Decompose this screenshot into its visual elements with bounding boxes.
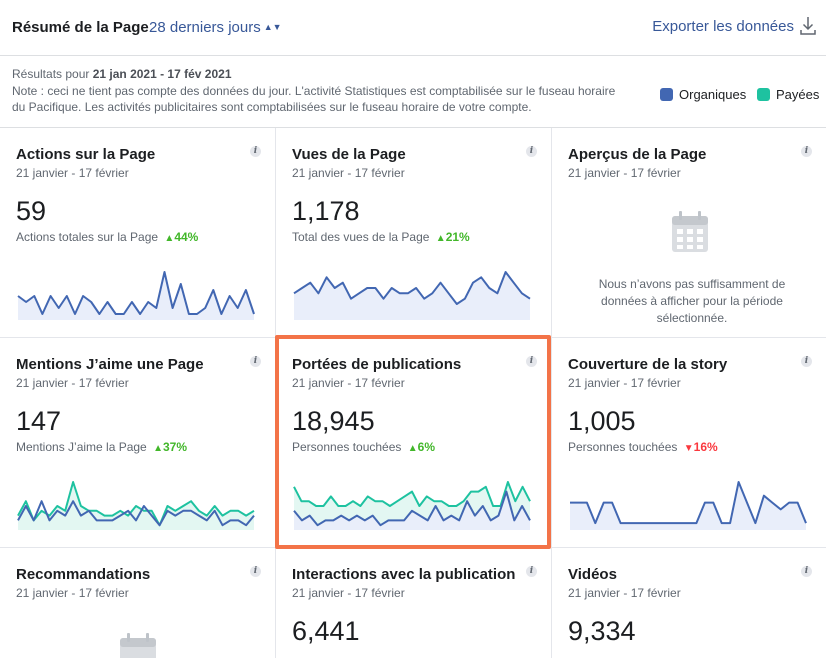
page-summary-header: Résumé de la Page 28 derniers jours ▲▼ Ex… [0, 0, 826, 56]
metric-label: Mentions J’aime la Page ▲37% [16, 440, 188, 454]
change-up: ▲37% [153, 440, 188, 454]
download-icon[interactable] [800, 16, 816, 36]
date-range-dropdown[interactable]: 28 derniers jours ▲▼ [149, 19, 282, 36]
organic-line [293, 271, 531, 305]
timezone-note: Note : ceci ne tient pas compte des donn… [12, 84, 616, 114]
metric-value: 6,441 [292, 616, 360, 646]
paid-line [17, 481, 255, 527]
info-icon[interactable]: i [801, 356, 812, 367]
legend-paid: Payées [757, 87, 819, 102]
empty-state-message: Nous n’avons pas suffisamment de données… [598, 277, 786, 325]
metric-value: 18,945 [292, 406, 375, 436]
metric-value: 9,334 [568, 616, 636, 646]
organic-area [294, 272, 530, 320]
paid-line [293, 481, 531, 507]
metric-label: Personnes touchées ▲6% [292, 440, 435, 454]
card-recommendations[interactable]: Recommandations 21 janvier - 17 février … [0, 548, 276, 658]
page-title: Résumé de la Page [12, 19, 149, 36]
card-title: Mentions J’aime une Page [16, 356, 204, 373]
organic-line [17, 271, 255, 315]
card-date-range: 21 janvier - 17 février [292, 166, 405, 180]
card-title: Portées de publications [292, 356, 462, 373]
info-icon[interactable]: i [250, 356, 261, 367]
info-icon[interactable]: i [801, 566, 812, 577]
card-story-coverage[interactable]: Couverture de la story 21 janvier - 17 f… [552, 338, 826, 548]
metric-value: 147 [16, 406, 62, 436]
change-up: ▲44% [164, 230, 199, 244]
card-date-range: 21 janvier - 17 février [568, 166, 681, 180]
card-post-reach[interactable]: Portées de publications 21 janvier - 17 … [276, 338, 552, 548]
card-date-range: 21 janvier - 17 février [16, 376, 129, 390]
card-videos[interactable]: Vidéos 21 janvier - 17 février i 9,334 [552, 548, 826, 658]
card-date-range: 21 janvier - 17 février [16, 586, 129, 600]
info-icon[interactable]: i [526, 356, 537, 367]
paid-swatch [757, 88, 770, 101]
card-date-range: 21 janvier - 17 février [292, 376, 405, 390]
metric-label: Total des vues de la Page ▲21% [292, 230, 470, 244]
organic-swatch [660, 88, 673, 101]
info-icon[interactable]: i [526, 146, 537, 157]
sparkline-chart [293, 481, 531, 530]
info-icon[interactable]: i [250, 146, 261, 157]
card-page-previews[interactable]: Aperçus de la Page 21 janvier - 17 févri… [552, 128, 826, 338]
card-date-range: 21 janvier - 17 février [16, 166, 129, 180]
organic-line [17, 500, 255, 527]
metric-value: 59 [16, 196, 47, 226]
metric-value: 1,178 [292, 196, 360, 226]
card-title: Vidéos [568, 566, 617, 583]
card-title: Interactions avec la publication [292, 566, 516, 583]
export-data-link[interactable]: Exporter les données [652, 18, 794, 35]
organic-line [570, 481, 807, 525]
card-page-actions[interactable]: Actions sur la Page 21 janvier - 17 févr… [0, 128, 276, 338]
card-date-range: 21 janvier - 17 février [568, 586, 681, 600]
date-range-label: 28 derniers jours [149, 19, 261, 36]
info-icon[interactable]: i [801, 146, 812, 157]
card-date-range: 21 janvier - 17 février [292, 586, 405, 600]
results-notes: Résultats pour 21 jan 2021 - 17 fév 2021… [0, 56, 826, 128]
calendar-icon [672, 211, 708, 252]
organic-area [570, 482, 806, 530]
change-up: ▲21% [435, 230, 470, 244]
card-title: Aperçus de la Page [568, 146, 707, 163]
organic-line [293, 490, 531, 527]
card-date-range: 21 janvier - 17 février [568, 376, 681, 390]
card-post-interactions[interactable]: Interactions avec la publication 21 janv… [276, 548, 552, 658]
card-title: Couverture de la story [568, 356, 728, 373]
change-up: ▲6% [407, 440, 435, 454]
info-icon[interactable]: i [250, 566, 261, 577]
legend-organic: Organiques [660, 87, 746, 102]
sparkline-chart [17, 271, 255, 320]
sparkline-chart [17, 481, 255, 530]
metric-label: Personnes touchées ▼16% [568, 440, 718, 454]
change-down: ▼16% [683, 440, 718, 454]
metric-label: Actions totales sur la Page ▲44% [16, 230, 199, 244]
card-title: Vues de la Page [292, 146, 406, 163]
card-page-likes[interactable]: Mentions J’aime une Page 21 janvier - 17… [0, 338, 276, 548]
results-period: Résultats pour 21 jan 2021 - 17 fév 2021 [12, 67, 232, 81]
sparkline-chart [293, 271, 531, 320]
metric-value: 1,005 [568, 406, 636, 436]
info-icon[interactable]: i [526, 566, 537, 577]
card-page-views[interactable]: Vues de la Page 21 janvier - 17 février … [276, 128, 552, 338]
calendar-icon [120, 633, 156, 658]
sparkline-chart [570, 481, 807, 530]
card-title: Actions sur la Page [16, 146, 156, 163]
organic-area [18, 272, 254, 320]
card-title: Recommandations [16, 566, 151, 583]
sort-caret-icon: ▲▼ [263, 22, 282, 32]
